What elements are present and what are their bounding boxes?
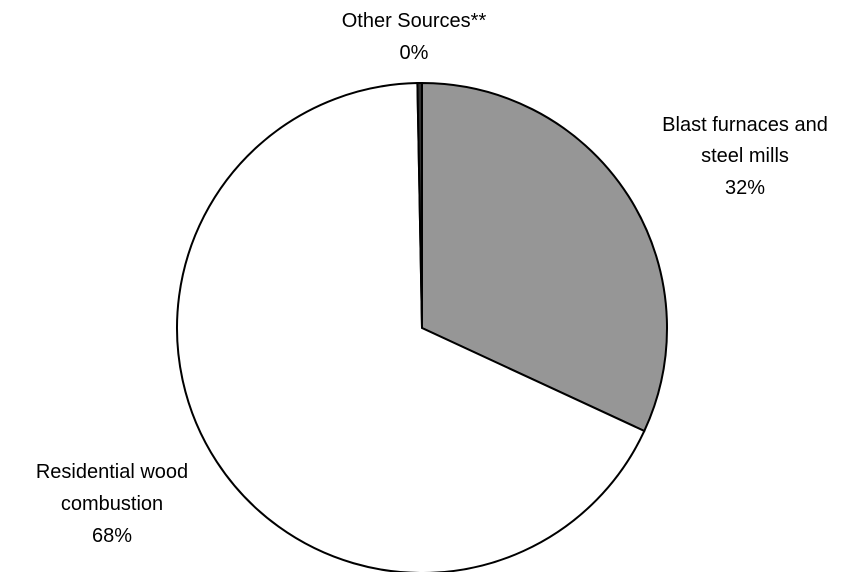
label-residential-wood-line1: Residential wood [36, 461, 188, 483]
label-blast-furnaces-value: 32% [725, 177, 765, 199]
slice-residential-wood-combustion [176, 82, 646, 572]
label-residential-wood-value: 68% [92, 525, 132, 547]
label-other-sources-line1: Other Sources** [342, 10, 487, 32]
label-other-sources: Other Sources** 0% [342, 10, 487, 64]
pie-slices [176, 81, 668, 572]
slice-other-sources [416, 81, 423, 329]
slice-blast-furnaces-and-steel-mills [421, 81, 668, 433]
label-blast-furnaces: Blast furnaces and steel mills 32% [662, 114, 828, 199]
label-residential-wood: Residential wood combustion 68% [36, 461, 188, 547]
label-other-sources-value: 0% [400, 42, 429, 64]
label-blast-furnaces-line1: Blast furnaces and [662, 114, 828, 136]
label-blast-furnaces-line2: steel mills [701, 145, 789, 167]
label-residential-wood-line2: combustion [61, 493, 163, 515]
